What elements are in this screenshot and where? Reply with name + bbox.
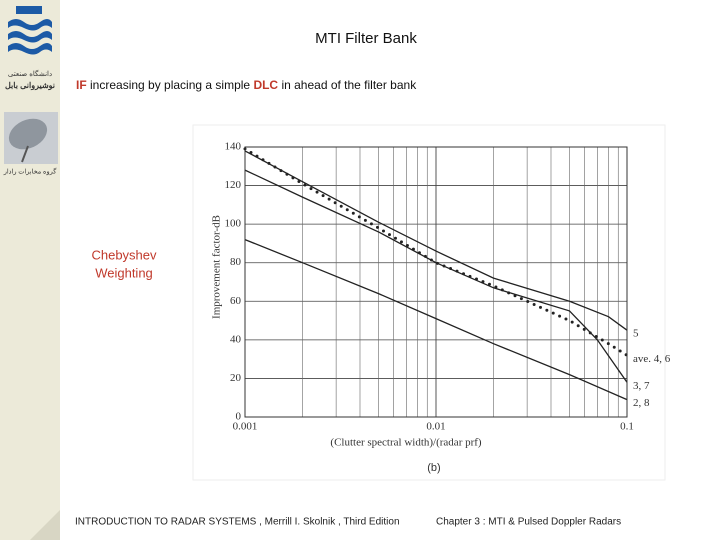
chart-image [192,124,666,481]
x-axis-label: (Clutter spectral width)/(radar prf) [330,437,482,449]
series-label: 2, 8 [633,397,650,409]
series-line [243,147,629,357]
series-label: ave. 4, 6 [633,353,671,365]
caption: (b) [427,462,440,474]
sidebar [0,0,60,540]
y-tick-label: 20 [230,372,242,384]
chart: 0 20 40 60 80 100 120 140 0.001 0.01 0.1 (Clutter s… [211,141,671,474]
x-tick-label: 0.001 [233,421,258,433]
side-note: Chebyshev [91,247,157,262]
subtitle-part: in ahead of the filter bank [278,78,417,92]
logo-text: دانشگاه صنعتی [8,69,52,78]
series-label: 3, 7 [633,380,650,392]
series-line [244,150,628,331]
y-tick-label: 60 [230,295,242,307]
subtitle-part: increasing by placing a simple [87,78,254,92]
page-curl [30,510,60,540]
series-label: 5 [633,328,639,340]
logo-text: نوشیروانی بابل [5,81,55,91]
logo [8,6,52,55]
subtitle-part: IF [76,78,87,92]
x-tick-label: 0.01 [426,421,445,433]
group-text: گروه مخابرات رادار [3,167,58,176]
series-line [244,169,628,383]
side-note: Weighting [95,265,153,280]
y-axis-label: Improvement factor-dB [211,215,223,319]
plot-frame [244,146,628,418]
y-tick-label: 100 [225,218,242,230]
antenna-photo [4,112,58,164]
y-tick-label: 140 [225,141,242,153]
y-tick-label: 0 [236,411,242,423]
slide-subtitle: IF increasing by placing a simple DLC in… [76,78,417,92]
subtitle-part: DLC [253,78,278,92]
x-tick-label: 0.1 [620,421,634,433]
footer-right: Chapter 3 : MTI & Pulsed Doppler Radars [436,517,621,528]
series-line [244,238,628,401]
y-tick-label: 80 [230,256,242,268]
footer-left: INTRODUCTION TO RADAR SYSTEMS , Merrill … [75,517,400,528]
y-tick-label: 40 [230,333,242,345]
y-tick-label: 120 [225,179,242,191]
slide-title: MTI Filter Bank [315,30,417,47]
